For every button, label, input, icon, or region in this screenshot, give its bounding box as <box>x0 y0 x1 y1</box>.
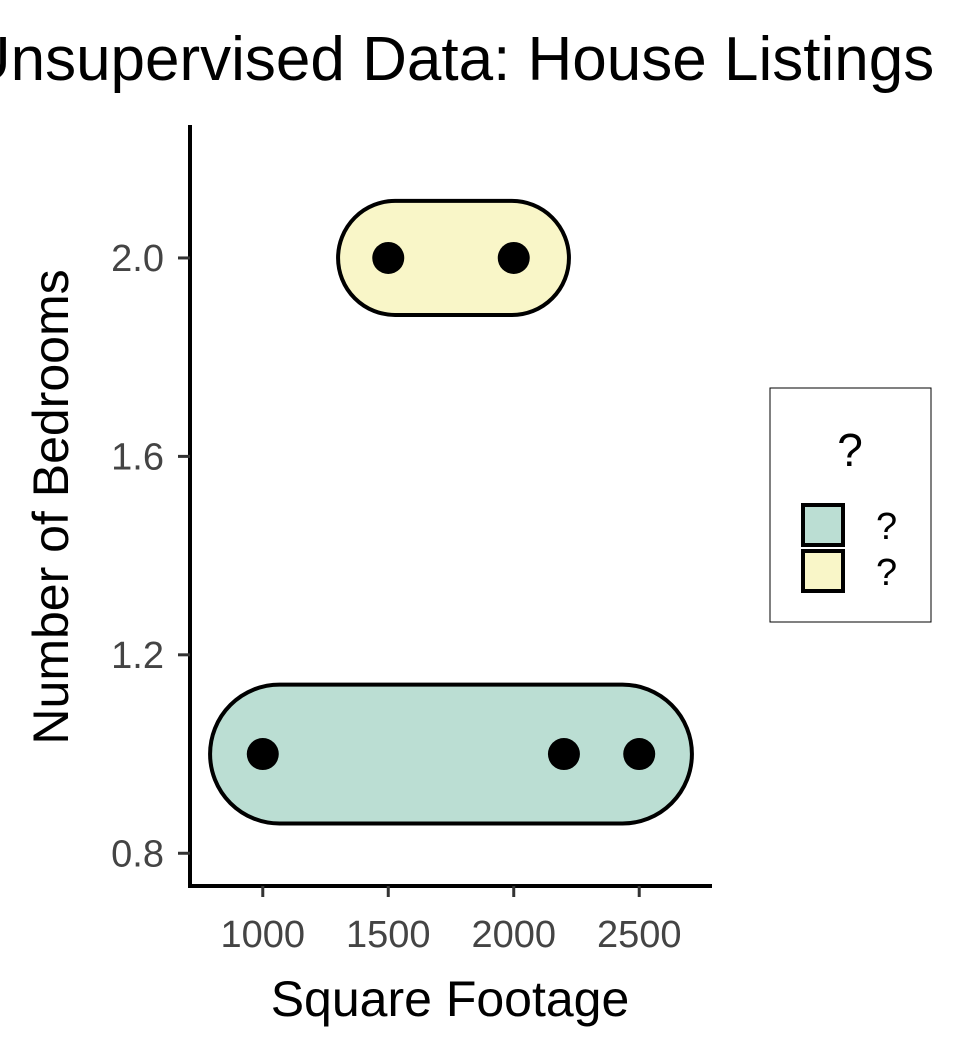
cluster-hull-1 <box>210 685 692 824</box>
x-tick-label-1500: 1500 <box>346 914 431 956</box>
legend-key-1 <box>803 505 843 545</box>
y-tick-label-3: 2.0 <box>111 238 164 280</box>
y-tick-label-1: 1.2 <box>111 635 164 677</box>
legend-label-1: ? <box>876 506 897 548</box>
y-tick-label-2: 1.6 <box>111 436 164 478</box>
cluster-hulls <box>210 201 692 824</box>
y-tick-label-0: 0.8 <box>111 833 164 875</box>
legend: ? ?? <box>770 388 931 622</box>
x-tick-label-2500: 2500 <box>597 914 682 956</box>
x-tick-label-2000: 2000 <box>471 914 556 956</box>
chart-title: Unsupervised Data: House Listings <box>0 25 934 94</box>
x-tick-label-1000: 1000 <box>221 914 306 956</box>
legend-title: ? <box>837 424 863 476</box>
axis-ticks: 1000 1500 2000 2500 0.8 1.2 1.6 2.0 <box>111 238 681 956</box>
data-point-5 <box>498 242 530 274</box>
data-point-1 <box>247 738 279 770</box>
y-axis-title: Number of Bedrooms <box>23 269 79 744</box>
legend-label-2: ? <box>876 552 897 594</box>
data-point-4 <box>372 242 404 274</box>
legend-key-2 <box>803 551 843 591</box>
data-point-3 <box>623 738 655 770</box>
x-axis-title: Square Footage <box>271 971 630 1027</box>
data-point-2 <box>548 738 580 770</box>
